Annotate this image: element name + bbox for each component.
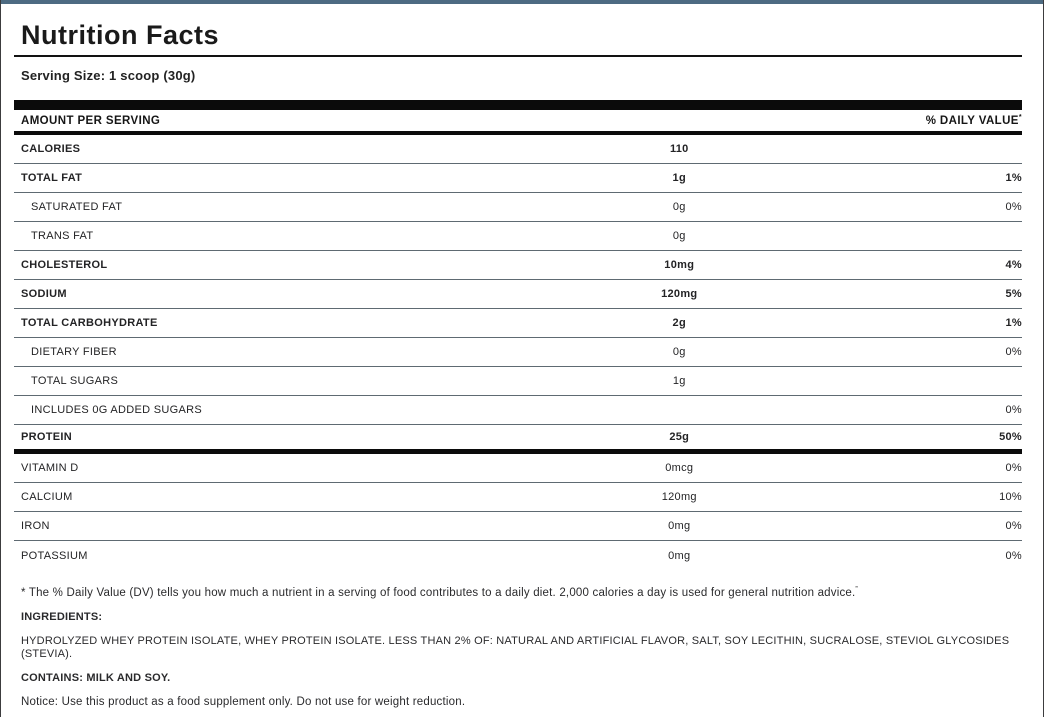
contains-text: CONTAINS: MILK AND SOY. <box>21 671 171 684</box>
notice-text: Notice: Use this product as a food suppl… <box>21 695 466 708</box>
row-amount: 25g <box>669 431 690 443</box>
row-amount: 120mg <box>661 491 697 503</box>
row-daily-value: 0% <box>1005 201 1022 213</box>
row-amount: 2g <box>672 317 686 329</box>
row-amount: 0mg <box>668 520 691 532</box>
row-amount: 120mg <box>661 288 698 300</box>
row-label: CALORIES <box>21 143 81 155</box>
row-daily-value: 0% <box>1005 549 1022 562</box>
row-label: VITAMIN D <box>21 462 79 474</box>
page-title: Nutrition Facts <box>14 4 1022 57</box>
row-amount: 10mg <box>664 259 695 271</box>
daily-value-header: % DAILY VALUE* <box>926 114 1022 127</box>
row-daily-value: 0% <box>1005 462 1022 474</box>
row-amount: 0g <box>672 201 686 213</box>
row-amount: 0g <box>672 230 686 242</box>
daily-value-header-footnote-mark: * <box>1018 114 1022 122</box>
daily-value-header-text: % DAILY VALUE <box>925 114 1019 127</box>
table-row: TOTAL CARBOHYDRATE 2g 1% <box>14 309 1022 338</box>
row-daily-value: 10% <box>999 491 1022 503</box>
row-daily-value: 50% <box>999 431 1022 443</box>
table-header-row: AMOUNT PER SERVING % DAILY VALUE* <box>14 110 1022 135</box>
table-row: SODIUM 120mg 5% <box>14 280 1022 309</box>
row-amount: 0mg <box>668 549 691 562</box>
table-row: IRON 0mg 0% <box>14 512 1022 541</box>
table-row: INCLUDES 0G ADDED SUGARS 0% <box>14 396 1022 425</box>
row-amount: 1g <box>672 375 686 387</box>
row-daily-value: 4% <box>1005 259 1022 271</box>
row-label: TOTAL SUGARS <box>31 375 119 387</box>
row-daily-value: 1% <box>1005 172 1022 184</box>
amount-per-serving-header: AMOUNT PER SERVING <box>21 114 161 127</box>
row-label: CALCIUM <box>21 491 73 503</box>
row-label: CHOLESTEROL <box>21 259 108 271</box>
row-label: PROTEIN <box>21 431 72 443</box>
nutrition-facts-panel: Nutrition Facts Serving Size: 1 scoop (3… <box>14 4 1022 709</box>
table-row: CHOLESTEROL 10mg 4% <box>14 251 1022 280</box>
row-amount: 0g <box>672 346 686 358</box>
page-left-border <box>0 0 1 717</box>
daily-value-footnote-text: * The % Daily Value (DV) tells you how m… <box>21 586 856 599</box>
table-top-divider <box>14 100 1022 110</box>
row-label: TOTAL CARBOHYDRATE <box>21 317 158 329</box>
row-label: SODIUM <box>21 288 67 300</box>
table-row: CALORIES 110 <box>14 135 1022 164</box>
row-daily-value: 0% <box>1005 520 1022 532</box>
serving-size-text: Serving Size: 1 scoop (30g) <box>21 68 196 83</box>
row-label: IRON <box>21 520 50 532</box>
table-row: TRANS FAT 0g <box>14 222 1022 251</box>
daily-value-footnote: * The % Daily Value (DV) tells you how m… <box>21 583 1022 600</box>
row-label: TOTAL FAT <box>21 172 83 184</box>
table-row: VITAMIN D 0mcg 0% <box>14 454 1022 483</box>
row-amount: 1g <box>672 172 686 184</box>
page-top-accent-bar <box>0 0 1044 4</box>
table-row: CALCIUM 120mg 10% <box>14 483 1022 512</box>
row-daily-value: 0% <box>1005 404 1022 416</box>
row-daily-value: 1% <box>1005 317 1022 329</box>
daily-value-footnote-mark: ” <box>855 586 858 593</box>
table-row: TOTAL SUGARS 1g <box>14 367 1022 396</box>
ingredients-text: HYDROLYZED WHEY PROTEIN ISOLATE, WHEY PR… <box>21 634 1010 660</box>
row-amount: 0mcg <box>665 462 694 474</box>
row-label: SATURATED FAT <box>31 201 123 213</box>
row-label: TRANS FAT <box>31 230 94 242</box>
table-row: TOTAL FAT 1g 1% <box>14 164 1022 193</box>
table-row: PROTEIN 25g 50% <box>14 425 1022 454</box>
row-label: DIETARY FIBER <box>31 346 117 358</box>
row-daily-value: 0% <box>1005 346 1022 358</box>
ingredients-label: INGREDIENTS: <box>21 610 103 623</box>
table-row: DIETARY FIBER 0g 0% <box>14 338 1022 367</box>
row-daily-value: 5% <box>1005 288 1022 300</box>
row-label: POTASSIUM <box>21 549 88 562</box>
row-amount: 110 <box>669 143 689 155</box>
row-label: INCLUDES 0G ADDED SUGARS <box>31 404 203 416</box>
nutrition-table: CALORIES 110 TOTAL FAT 1g 1% SATURATED F… <box>14 135 1022 570</box>
label-footnotes: * The % Daily Value (DV) tells you how m… <box>14 570 1022 709</box>
table-row: POTASSIUM 0mg 0% <box>14 541 1022 570</box>
table-row: SATURATED FAT 0g 0% <box>14 193 1022 222</box>
